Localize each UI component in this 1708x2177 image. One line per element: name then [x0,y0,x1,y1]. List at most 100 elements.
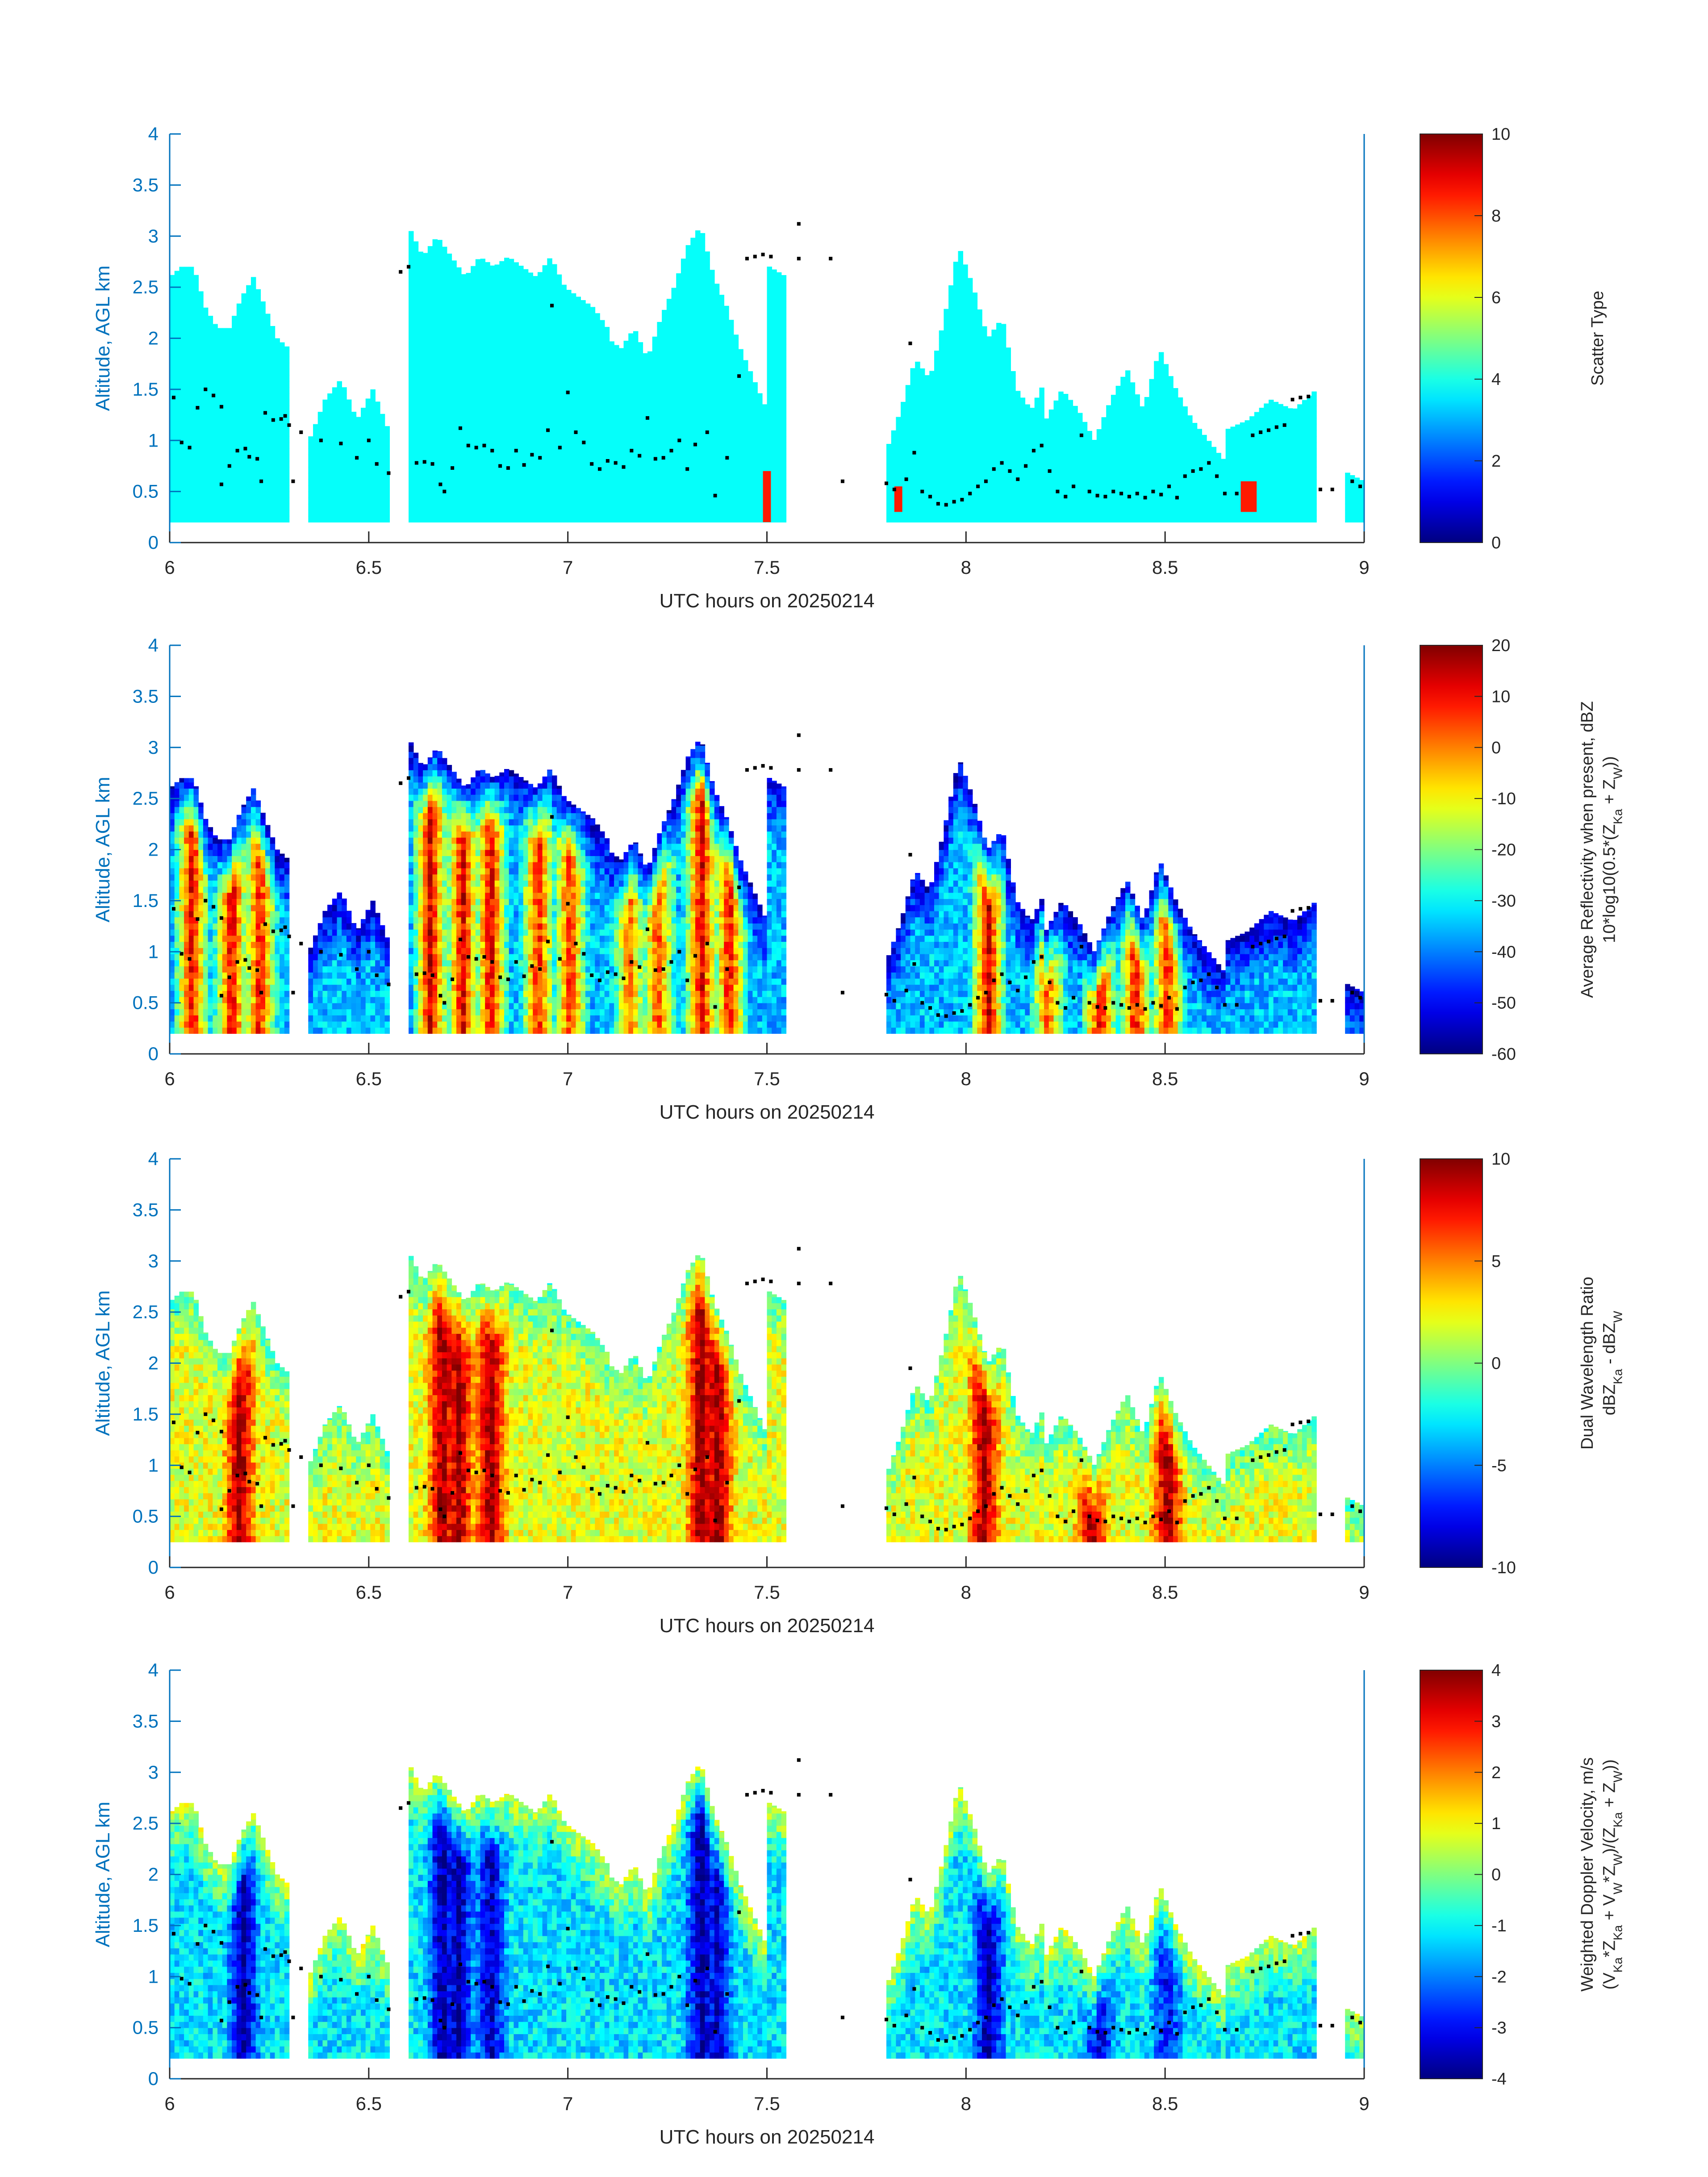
data-cell [246,504,251,510]
data-cell [451,283,457,290]
data-cell [657,332,662,339]
data-cell [571,406,576,413]
data-cell [194,400,199,406]
data-cell [485,393,490,400]
data-cell [242,393,247,400]
data-cell [991,369,997,376]
data-cell [194,393,199,400]
data-cell [896,516,901,523]
data-cell [700,265,706,272]
data-cell [896,436,901,443]
data-cell [686,479,691,486]
data-cell [929,430,935,437]
data-cell [925,381,930,388]
data-cell [208,461,213,468]
data-cell [246,424,251,431]
data-cell [327,473,333,480]
data-cell [194,467,199,474]
data-cell [958,369,964,376]
data-cell [504,295,509,302]
data-cell [734,381,739,388]
data-cell [471,351,476,357]
data-cell [939,357,944,364]
data-cell [925,412,930,418]
data-cell [719,363,725,369]
data-cell [652,357,658,364]
data-cell [499,412,505,418]
data-cell [590,467,596,474]
data-cell [499,338,505,345]
data-cell [590,485,596,492]
data-cell [571,443,576,449]
data-cell [409,247,414,253]
data-cell [347,430,352,437]
data-cell [906,393,911,400]
data-cell [471,363,476,369]
data-cell [958,252,964,259]
data-cell [256,332,261,339]
data-cell [748,516,753,523]
data-cell [566,510,572,517]
data-cell [595,387,600,394]
data-cell [991,479,997,486]
data-cell [518,332,524,339]
data-cell [624,381,629,388]
data-cell [695,338,701,345]
data-cell [590,393,596,400]
data-cell [901,436,906,443]
data-cell [504,393,509,400]
data-cell [552,400,557,406]
data-cell [370,461,376,468]
data-cell [638,357,643,364]
data-cell [676,418,681,425]
data-cell [948,375,954,382]
data-cell [738,351,743,357]
data-cell [265,393,271,400]
data-cell [437,510,443,517]
data-cell [982,344,987,351]
data-cell [313,436,318,443]
data-cell [672,320,677,326]
data-cell [614,345,619,351]
data-cell [270,326,276,333]
data-cell [418,375,423,382]
data-cell [772,387,777,394]
data-cell [968,393,973,400]
data-cell [705,252,710,259]
data-cell [777,357,782,364]
data-cell [203,418,209,425]
data-cell [409,436,414,443]
data-cell [734,338,739,345]
data-cell [547,363,552,369]
data-cell [996,424,1002,431]
data-cell [476,504,481,510]
data-cell [433,485,438,492]
data-cell [700,485,706,492]
data-cell [380,461,385,468]
data-cell [767,461,773,468]
data-cell [973,314,978,321]
data-cell [222,516,228,523]
data-cell [265,363,271,369]
data-cell [476,332,481,339]
data-cell [719,418,725,425]
data-cell [920,479,925,486]
data-cell [351,418,357,425]
data-cell [194,510,199,517]
data-cell [686,461,691,468]
data-cell [585,304,591,308]
data-cell [948,344,954,351]
data-cell [308,473,313,480]
data-cell [958,430,964,437]
data-cell [977,492,982,498]
data-cell [423,406,428,413]
data-cell [757,393,763,400]
data-cell [934,381,940,388]
data-cell [628,406,634,413]
data-cell [447,351,452,357]
data-cell [948,308,954,314]
data-cell [518,510,524,517]
data-cell [719,485,725,492]
data-cell [944,314,949,321]
data-cell [499,265,505,272]
